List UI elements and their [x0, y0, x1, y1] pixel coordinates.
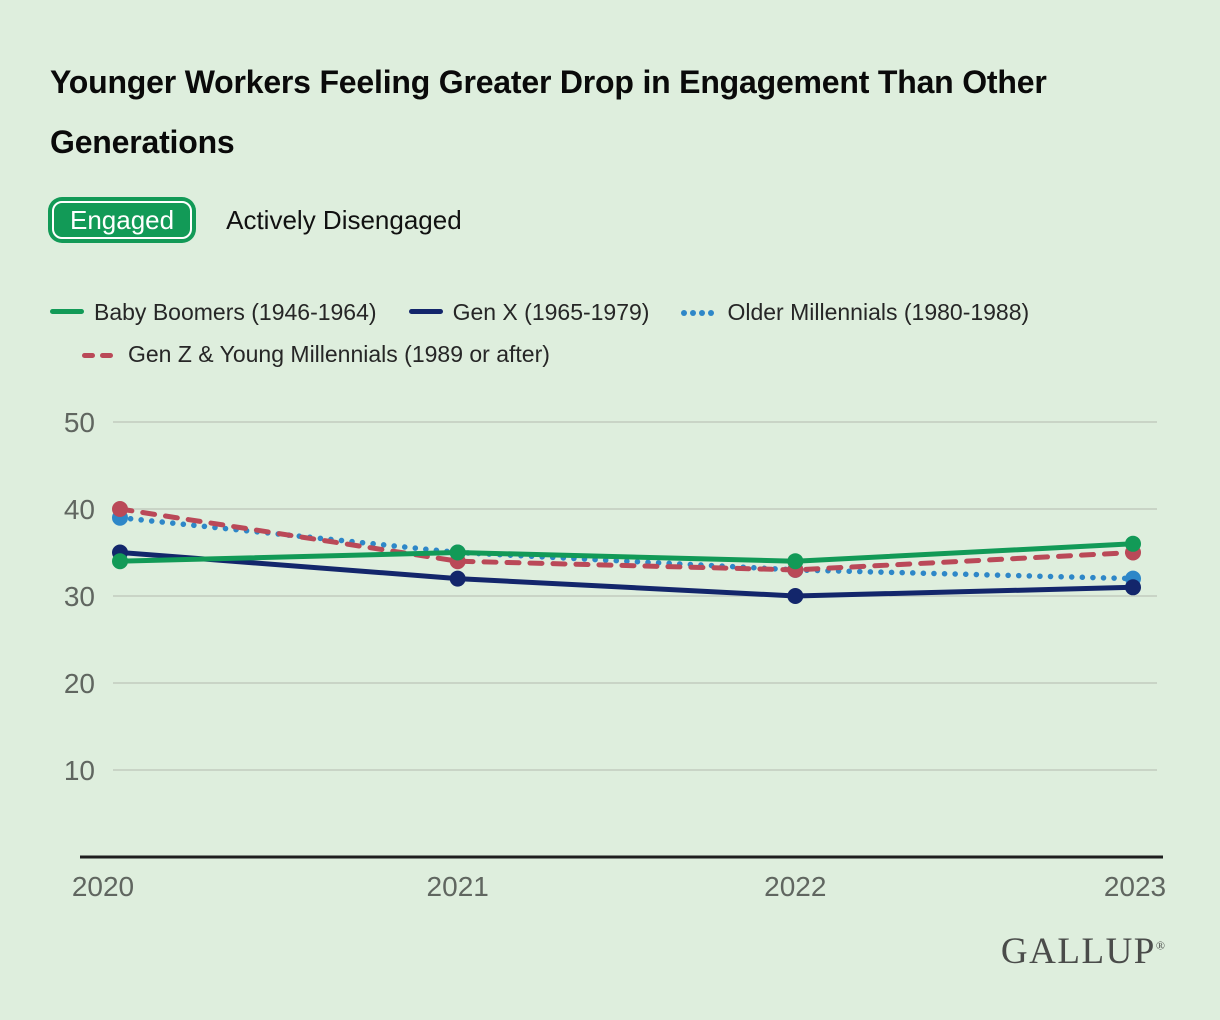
data-point-s2-2022 [787, 588, 804, 604]
legend-swatch-solid [50, 309, 84, 315]
gallup-logo-text: GALLUP [1000, 931, 1156, 972]
data-point-s1-2021 [449, 544, 466, 561]
x-tick-label-2022: 2022 [764, 871, 826, 902]
x-tick-label-2023: 2023 [1104, 871, 1166, 902]
y-tick-label-20: 20 [64, 668, 95, 699]
legend-item-4[interactable]: Gen Z & Young Millennials (1989 or after… [56, 341, 550, 367]
y-tick-label-30: 30 [64, 581, 95, 612]
legend-label: Baby Boomers (1946-1964) [94, 299, 377, 325]
x-tick-label-2021: 2021 [427, 871, 489, 902]
legend-item-1[interactable]: Baby Boomers (1946-1964) [50, 299, 377, 325]
gallup-logo: GALLUP® [1001, 930, 1165, 973]
data-point-s1-2020 [112, 553, 128, 570]
data-point-s4-2020 [112, 501, 128, 517]
legend-label: Gen Z & Young Millennials (1989 or after… [128, 341, 550, 368]
data-point-s1-2023 [1125, 535, 1142, 552]
chart-legend: Baby Boomers (1946-1964) Gen X (1965-1979… [50, 292, 1035, 377]
y-tick-label-10: 10 [64, 755, 95, 786]
page-title: Younger Workers Feeling Greater Drop in … [50, 64, 1047, 160]
y-tick-label-50: 50 [64, 407, 95, 438]
legend-label: Gen X (1965-1979) [452, 299, 650, 325]
registered-mark: ® [1155, 938, 1165, 953]
legend-item-3[interactable]: Older Millennials (1980-1988) [655, 299, 1029, 325]
series-line-4 [117, 506, 1136, 573]
series-line-1 [117, 541, 1136, 564]
data-point-s2-2023 [1125, 579, 1142, 596]
chart-area: 50 40 30 20 10 2020 2021 2022 2023 [0, 400, 1220, 920]
series-line-3 [117, 514, 1136, 582]
legend-swatch-solid [408, 309, 443, 315]
series-line-2 [117, 550, 1136, 599]
metric-toggle: Engaged Actively Disengaged [48, 197, 462, 243]
legend-swatch-dashed [82, 334, 118, 375]
legend-label: Older Millennials (1980-1988) [727, 299, 1030, 325]
legend-item-2[interactable]: Gen X (1965-1979) [383, 299, 650, 325]
legend-swatch-dotted [681, 291, 717, 332]
x-tick-label-2020: 2020 [72, 871, 134, 902]
toggle-engaged-button[interactable]: Engaged [48, 197, 197, 243]
data-point-s2-2021 [449, 570, 466, 587]
toggle-actively-disengaged-button[interactable]: Actively Disengaged [226, 204, 462, 235]
y-tick-label-40: 40 [64, 494, 95, 525]
chart-svg: 50 40 30 20 10 2020 2021 2022 2023 [64, 407, 1166, 902]
data-point-s1-2022 [787, 553, 804, 570]
